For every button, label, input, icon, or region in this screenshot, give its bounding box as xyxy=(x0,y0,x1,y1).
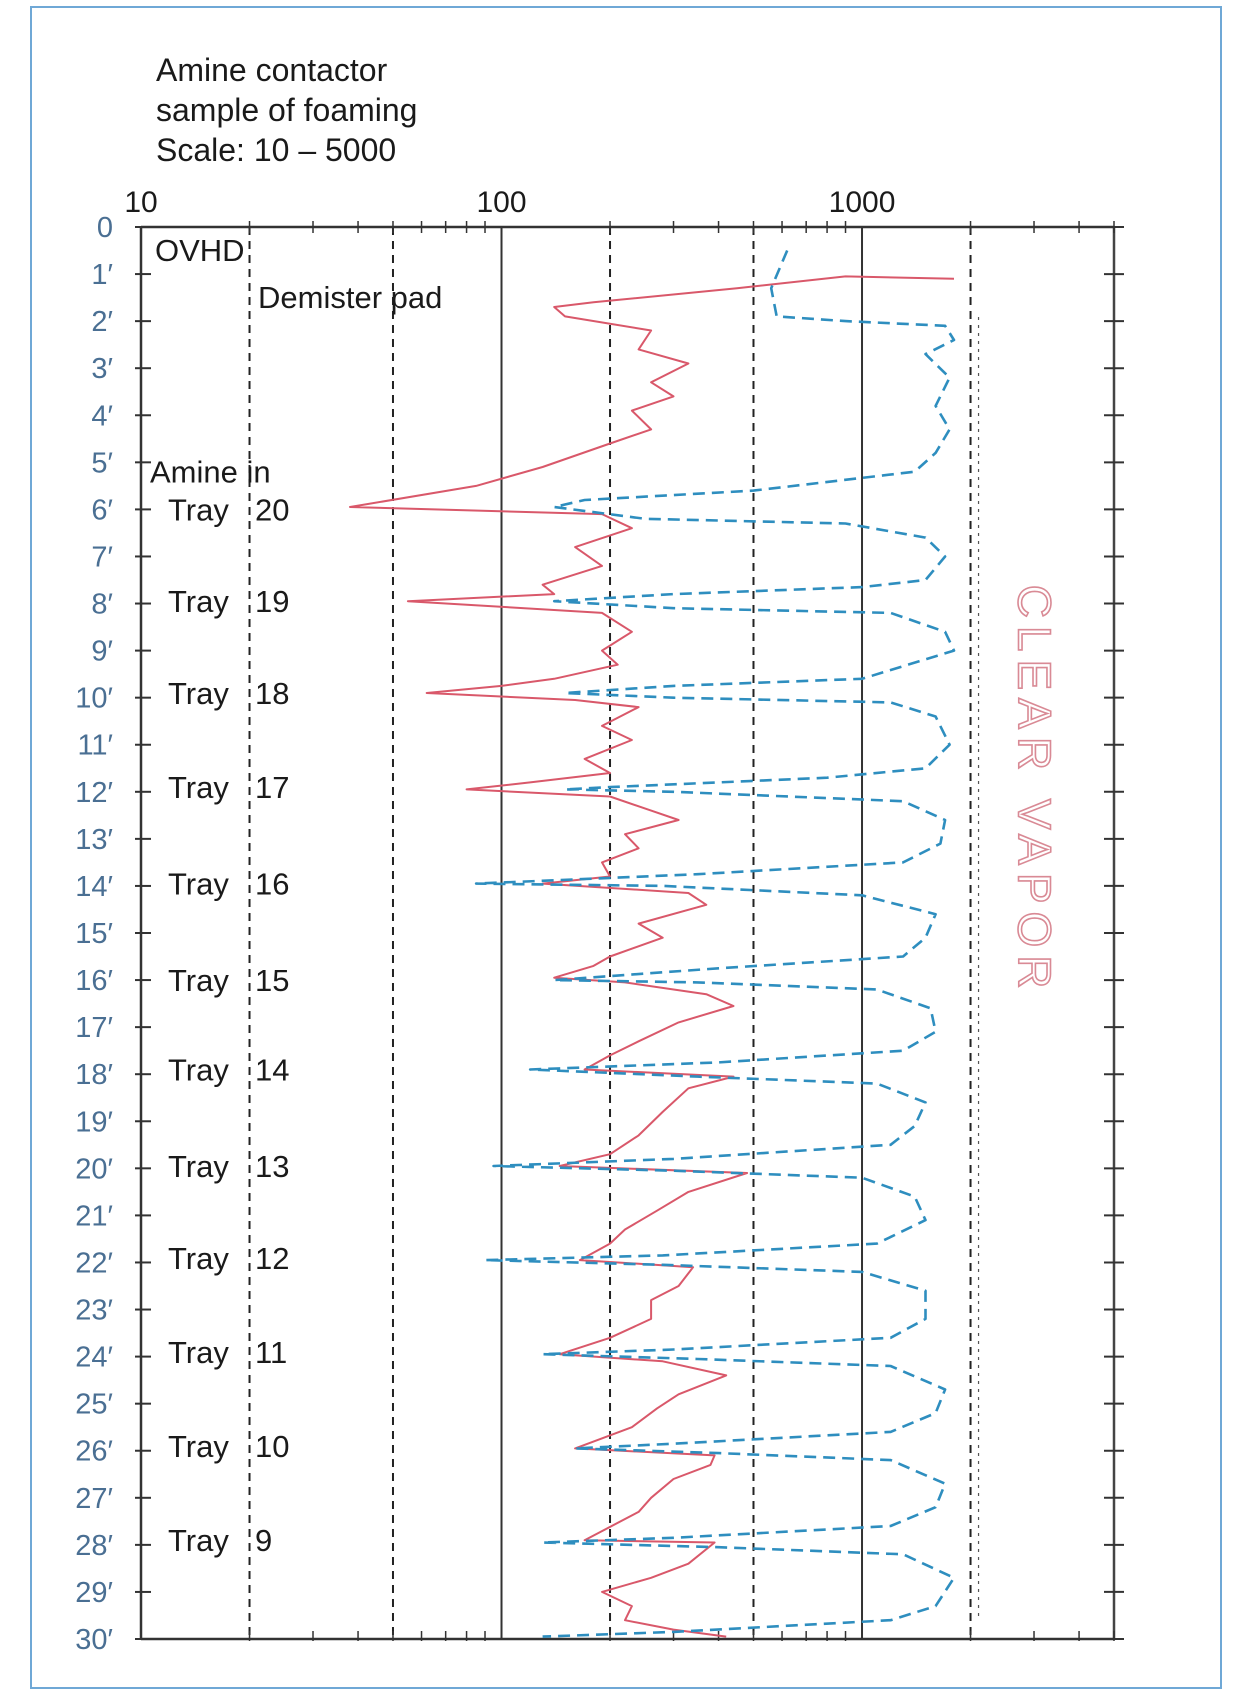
tray-number: 18 xyxy=(255,676,289,711)
series-line-solid xyxy=(349,275,955,1638)
series-line-dashed xyxy=(474,249,956,1638)
y-tick-label: 16′ xyxy=(75,965,113,997)
tray-number: 11 xyxy=(255,1335,287,1370)
y-tick-label: 6′ xyxy=(91,494,113,526)
clear-vapor-watermark: CLEAR VAPOR xyxy=(1008,584,1062,997)
tray-label: Tray xyxy=(168,1241,229,1276)
tray-label: Tray xyxy=(168,867,229,902)
y-tick-label: 1′ xyxy=(91,259,113,291)
tray-label: Tray xyxy=(168,584,229,619)
tray-number: 14 xyxy=(255,1052,289,1087)
y-tick-label: 17′ xyxy=(75,1012,113,1044)
amine-in-label: Amine in xyxy=(150,455,271,490)
demister-pad-label: Demister pad xyxy=(258,280,442,315)
y-tick-label: 5′ xyxy=(91,447,113,479)
y-tick-label: 11′ xyxy=(77,730,113,762)
tray-label: Tray xyxy=(168,1149,229,1184)
series-group xyxy=(349,249,956,1638)
y-tick-label: 4′ xyxy=(91,400,113,432)
y-tick-label: 8′ xyxy=(91,589,113,621)
x-tick-label: 10 xyxy=(124,186,157,219)
axes xyxy=(135,221,1124,1641)
y-tick-label: 10′ xyxy=(75,683,113,715)
y-tick-label: 30′ xyxy=(75,1624,113,1656)
tray-label: Tray xyxy=(168,770,229,805)
y-tick-label: 21′ xyxy=(75,1200,113,1232)
tray-label: Tray xyxy=(168,1052,229,1087)
tray-label: Tray xyxy=(168,1429,229,1464)
tray-label: Tray xyxy=(168,1335,229,1370)
y-tick-label: 0 xyxy=(97,212,113,244)
tray-label: Tray xyxy=(168,963,229,998)
y-tick-label: 3′ xyxy=(91,353,113,385)
tray-label: Tray xyxy=(168,1523,229,1558)
x-tick-label: 1000 xyxy=(829,186,896,219)
y-tick-label: 26′ xyxy=(75,1436,113,1468)
y-tick-label: 2′ xyxy=(91,306,113,338)
y-tick-label: 25′ xyxy=(75,1389,113,1421)
ovhd-label: OVHD xyxy=(155,233,245,268)
chart-frame xyxy=(30,6,1222,1689)
y-tick-label: 9′ xyxy=(91,636,113,668)
tray-label: Tray xyxy=(168,492,229,527)
tray-number: 19 xyxy=(255,584,289,619)
y-tick-label: 14′ xyxy=(75,871,113,903)
tray-number: 16 xyxy=(255,867,289,902)
tray-number: 15 xyxy=(255,963,289,998)
title-line-1: Amine contactor xyxy=(156,52,388,88)
y-tick-label: 22′ xyxy=(75,1247,113,1279)
y-tick-label: 23′ xyxy=(75,1295,113,1327)
tray-label: Tray xyxy=(168,676,229,711)
tray-number: 12 xyxy=(255,1241,289,1276)
y-tick-label: 20′ xyxy=(75,1153,113,1185)
y-tick-label: 15′ xyxy=(75,918,113,950)
watermark-text: CLEAR VAPOR xyxy=(1009,585,1061,997)
x-tick-label: 100 xyxy=(476,186,526,219)
tick-labels: 0 1′ 2′ 3′ 4′ 5′ 6′ 7′ 8′ 9′ 10′ 11′ 12′ 13′ 14′ 15′ 16′… xyxy=(75,186,895,1656)
tray-number: 9 xyxy=(255,1523,272,1558)
title-line-2: sample of foaming xyxy=(156,92,418,128)
tray-number: 10 xyxy=(255,1429,289,1464)
chart-title: Amine contactor sample of foaming Scale:… xyxy=(156,50,417,170)
y-tick-label: 12′ xyxy=(75,777,113,809)
y-tick-label: 29′ xyxy=(75,1577,113,1609)
tray-number: 17 xyxy=(255,770,289,805)
tray-number: 13 xyxy=(255,1149,289,1184)
y-tick-label: 27′ xyxy=(75,1483,113,1515)
y-tick-label: 7′ xyxy=(91,541,113,573)
y-tick-label: 13′ xyxy=(75,824,113,856)
y-tick-label: 18′ xyxy=(75,1059,113,1091)
tray-number: 20 xyxy=(255,492,289,527)
title-line-3: Scale: 10 – 5000 xyxy=(156,132,397,168)
y-tick-label: 19′ xyxy=(75,1106,113,1138)
grid-lines xyxy=(248,227,980,1639)
y-tick-label: 24′ xyxy=(75,1342,113,1374)
y-tick-label: 28′ xyxy=(75,1530,113,1562)
